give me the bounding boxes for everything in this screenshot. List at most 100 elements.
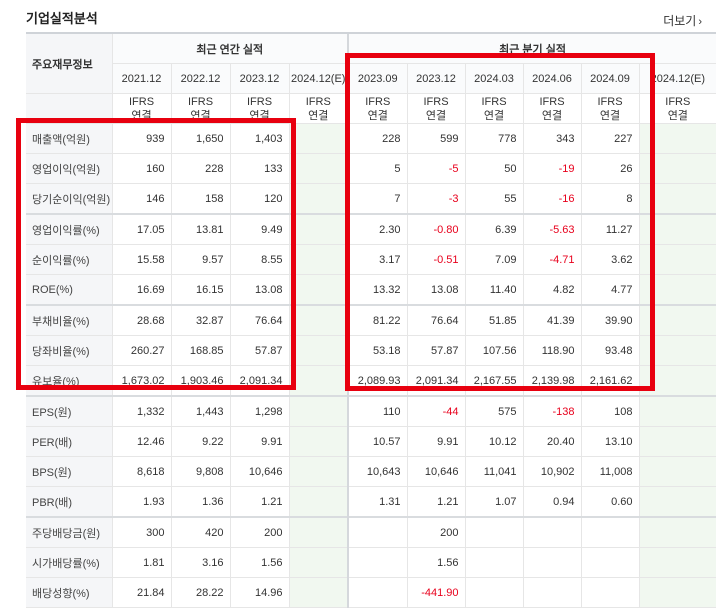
ifrs-line1: IFRS xyxy=(128,95,155,108)
ifrs-consolidated-label: IFRS 연결 xyxy=(580,93,640,124)
annual-value-cell: 9.91 xyxy=(229,426,289,457)
annual-value-cell: 1,332 xyxy=(111,395,171,427)
quarter-value-cell: 2,167.55 xyxy=(464,365,524,397)
quarter-value-cell: 8 xyxy=(580,183,640,215)
quarter-value-cell: 4.82 xyxy=(522,274,582,306)
ifrs-label-spacer xyxy=(26,93,112,124)
ifrs-line2: 연결 xyxy=(308,109,329,122)
row-label: 당좌비율(%) xyxy=(26,335,112,366)
annual-period-header: 2021.12 xyxy=(111,63,171,94)
table-row: PBR(배) 1.93 1.36 1.21 1.31 1.21 1.07 0.94 0.60 xyxy=(26,486,717,518)
quarter-value-cell: 1.56 xyxy=(406,547,466,578)
row-label: 부채비율(%) xyxy=(26,304,112,336)
annual-value-cell: 10,646 xyxy=(229,456,289,487)
quarter-value-cell: 108 xyxy=(580,395,640,427)
quarter-value-cell: 3.17 xyxy=(347,244,408,275)
quarter-value-cell: 41.39 xyxy=(522,304,582,336)
quarter-value-cell: 0.94 xyxy=(522,486,582,518)
quarter-value-cell: 10,646 xyxy=(406,456,466,487)
ifrs-consolidated-label: IFRS 연결 xyxy=(111,93,171,124)
period-header-row: 2021.12 2022.12 2023.12 2024.12(E) 2023.09 20… xyxy=(26,63,717,94)
quarter-value-cell: 81.22 xyxy=(347,304,408,336)
annual-value-cell xyxy=(288,456,349,487)
quarter-value-cell: 4.77 xyxy=(580,274,640,306)
annual-value-cell: 3.16 xyxy=(170,547,230,578)
quarter-value-cell: 11,008 xyxy=(580,456,640,487)
section-title: 기업실적분석 xyxy=(26,11,98,26)
ifrs-line2: 연결 xyxy=(483,109,505,122)
quarter-value-cell xyxy=(638,426,717,457)
ifrs-line1: IFRS xyxy=(665,95,691,108)
ifrs-line2: 연결 xyxy=(190,109,211,122)
ifrs-line1: IFRS xyxy=(246,95,273,108)
quarter-value-cell: -138 xyxy=(522,395,582,427)
annual-period-header: 2023.12 xyxy=(229,63,289,94)
quarter-value-cell: 5 xyxy=(347,153,408,184)
table-row: 영업이익(억원) 160 228 133 5 -5 50 -19 26 xyxy=(26,153,717,184)
ifrs-line2: 연결 xyxy=(541,109,563,122)
quarter-value-cell: 11.40 xyxy=(464,274,524,306)
quarter-value-cell xyxy=(638,395,717,427)
annual-period-header: 2024.12(E) xyxy=(288,63,349,94)
quarter-value-cell: 6.39 xyxy=(464,213,524,245)
annual-value-cell: 1.56 xyxy=(229,547,289,578)
quarter-value-cell: 76.64 xyxy=(406,304,466,336)
row-label: 시가배당률(%) xyxy=(26,547,112,578)
annual-value-cell: 939 xyxy=(111,123,171,154)
ifrs-line1: IFRS xyxy=(365,95,391,108)
quarter-value-cell xyxy=(464,547,524,578)
quarter-value-cell: 9.91 xyxy=(406,426,466,457)
quarter-value-cell: 10.12 xyxy=(464,426,524,457)
quarter-value-cell: 39.90 xyxy=(580,304,640,336)
row-label: 순이익률(%) xyxy=(26,244,112,275)
table-row: 당좌비율(%) 260.27 168.85 57.87 53.18 57.87 107.56… xyxy=(26,335,717,366)
annual-value-cell: 16.15 xyxy=(170,274,230,306)
quarter-value-cell: 599 xyxy=(406,123,466,154)
annual-value-cell xyxy=(288,335,349,366)
quarter-value-cell: 2.30 xyxy=(347,213,408,245)
table-row: EPS(원) 1,332 1,443 1,298 110 -44 575 -138 108 xyxy=(26,395,717,427)
financial-summary-table: 주요재무정보 최근 연간 실적 최근 분기 실적 2021.12 2022.12 2… xyxy=(26,32,717,608)
annual-value-cell: 12.46 xyxy=(111,426,171,457)
table-row: 시가배당률(%) 1.81 3.16 1.56 1.56 xyxy=(26,547,717,578)
quarter-value-cell xyxy=(638,274,717,306)
row-label: 주당배당금(원) xyxy=(26,516,112,548)
quarter-value-cell: -0.80 xyxy=(406,213,466,245)
ifrs-consolidated-label: IFRS 연결 xyxy=(170,93,230,124)
annual-period-header: 2022.12 xyxy=(170,63,230,94)
quarter-value-cell: 13.10 xyxy=(580,426,640,457)
quarter-value-cell: -3 xyxy=(406,183,466,215)
quarter-value-cell xyxy=(638,153,717,184)
table-row: BPS(원) 8,618 9,808 10,646 10,643 10,646 11,041… xyxy=(26,456,717,487)
table-row: PER(배) 12.46 9.22 9.91 10.57 9.91 10.12 20.40 13… xyxy=(26,426,717,457)
row-label: PER(배) xyxy=(26,426,112,457)
more-link[interactable]: 더보기 › xyxy=(663,12,702,29)
annual-value-cell xyxy=(288,486,349,518)
quarter-value-cell: -4.71 xyxy=(522,244,582,275)
quarter-value-cell xyxy=(580,547,640,578)
table-row: 순이익률(%) 15.58 9.57 8.55 3.17 -0.51 7.09 -4.71 3.… xyxy=(26,244,717,275)
annual-value-cell: 15.58 xyxy=(111,244,171,275)
quarter-period-header: 2024.06 xyxy=(522,63,582,94)
quarter-value-cell xyxy=(522,516,582,548)
row-label: EPS(원) xyxy=(26,395,112,427)
quarter-period-header: 2024.09 xyxy=(580,63,640,94)
annual-value-cell: 9,808 xyxy=(170,456,230,487)
row-label: 유보율(%) xyxy=(26,365,112,397)
ifrs-line1: IFRS xyxy=(539,95,565,108)
quarter-value-cell xyxy=(638,547,717,578)
annual-value-cell: 1,903.46 xyxy=(170,365,230,397)
quarter-value-cell: 2,089.93 xyxy=(347,365,408,397)
annual-group-header: 최근 연간 실적 xyxy=(111,32,349,64)
row-label: 영업이익(억원) xyxy=(26,153,112,184)
annual-value-cell xyxy=(288,547,349,578)
more-label: 더보기 xyxy=(663,14,697,28)
row-label: PBR(배) xyxy=(26,486,112,518)
quarter-value-cell: -44 xyxy=(406,395,466,427)
quarter-value-cell: 2,091.34 xyxy=(406,365,466,397)
quarter-value-cell: 200 xyxy=(406,516,466,548)
quarter-value-cell: 55 xyxy=(464,183,524,215)
table-row: 주당배당금(원) 300 420 200 200 xyxy=(26,516,717,548)
quarter-value-cell: -16 xyxy=(522,183,582,215)
quarter-value-cell: 228 xyxy=(347,123,408,154)
